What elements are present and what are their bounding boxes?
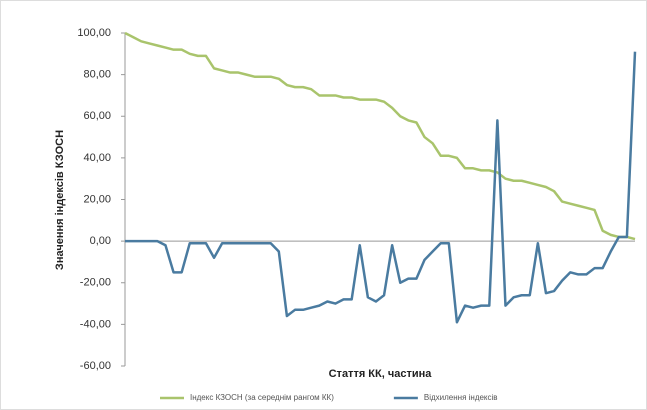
y-tick-label: 100,00	[77, 27, 111, 39]
y-tick-label: -40,00	[80, 318, 111, 330]
y-tick-label: 40,00	[83, 152, 111, 164]
x-axis-title: Стаття КК, частина	[329, 368, 433, 380]
series-line	[125, 51, 637, 324]
legend-label: Індекс КЗОСН (за середнім рангом КК)	[190, 393, 334, 402]
y-tick-label: 20,00	[83, 193, 111, 205]
y-axis-title: Значення індексів КЗОСН	[54, 130, 66, 270]
y-tick-label: 80,00	[83, 69, 111, 81]
y-tick-label: -60,00	[80, 360, 111, 372]
series-line	[124, 31, 636, 241]
y-tick-label: -20,00	[80, 277, 111, 289]
legend-label: Відхилення індексів	[424, 393, 498, 402]
y-tick-label: 60,00	[83, 110, 111, 122]
y-tick-label: 0,00	[90, 235, 111, 247]
